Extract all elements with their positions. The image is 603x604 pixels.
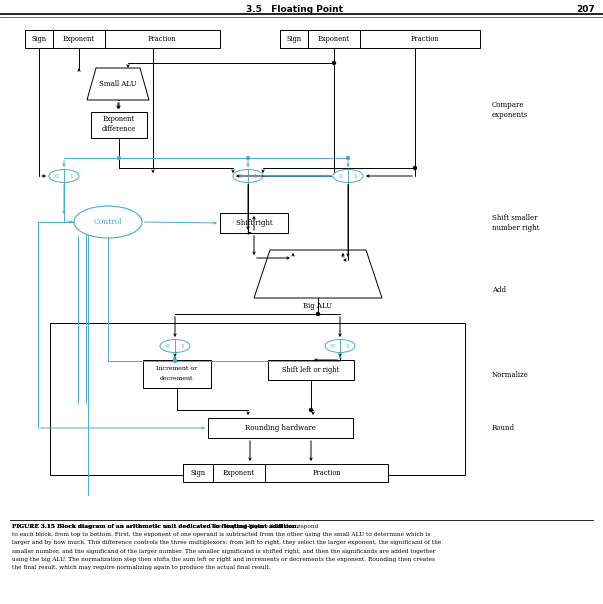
Text: 1: 1 bbox=[253, 173, 257, 179]
Text: Fraction: Fraction bbox=[148, 35, 176, 43]
Polygon shape bbox=[254, 250, 382, 298]
Text: Rounding hardware: Rounding hardware bbox=[245, 424, 316, 432]
Text: 0: 0 bbox=[239, 173, 242, 179]
FancyBboxPatch shape bbox=[91, 112, 147, 138]
Text: 207: 207 bbox=[576, 4, 595, 13]
Circle shape bbox=[118, 156, 121, 159]
Text: Sign: Sign bbox=[286, 35, 302, 43]
FancyBboxPatch shape bbox=[280, 30, 308, 48]
Ellipse shape bbox=[333, 170, 363, 182]
FancyBboxPatch shape bbox=[53, 30, 105, 48]
FancyBboxPatch shape bbox=[25, 30, 53, 48]
Text: Small ALU: Small ALU bbox=[99, 80, 137, 88]
Text: Compare
exponents: Compare exponents bbox=[492, 101, 528, 118]
Text: Exponent: Exponent bbox=[223, 469, 255, 477]
Text: Control: Control bbox=[93, 218, 122, 226]
FancyBboxPatch shape bbox=[308, 30, 360, 48]
FancyBboxPatch shape bbox=[280, 30, 480, 48]
FancyBboxPatch shape bbox=[208, 418, 353, 438]
Text: Exponent: Exponent bbox=[103, 115, 135, 123]
Text: Shift right: Shift right bbox=[236, 219, 273, 227]
Text: 1: 1 bbox=[69, 173, 74, 179]
Text: 1: 1 bbox=[353, 173, 358, 179]
Text: Exponent: Exponent bbox=[318, 35, 350, 43]
Circle shape bbox=[347, 156, 350, 159]
Text: Big ALU: Big ALU bbox=[303, 302, 333, 310]
Text: 0: 0 bbox=[338, 173, 343, 179]
Text: FIGURE 3.15 Block diagram of an arithmetic unit dedicated to floating-point addi: FIGURE 3.15 Block diagram of an arithmet… bbox=[12, 524, 298, 529]
Text: to each block, from top to bottom. First, the exponent of one operand is subtrac: to each block, from top to bottom. First… bbox=[12, 532, 431, 537]
Ellipse shape bbox=[49, 170, 79, 182]
FancyBboxPatch shape bbox=[220, 213, 288, 233]
Text: using the big ALU. The normalization step then shifts the sum left or right and : using the big ALU. The normalization ste… bbox=[12, 557, 435, 562]
FancyBboxPatch shape bbox=[25, 30, 220, 48]
Circle shape bbox=[174, 359, 177, 362]
Text: smaller number, and the significand of the larger number. The smaller significan: smaller number, and the significand of t… bbox=[12, 548, 435, 554]
Text: Normalize: Normalize bbox=[492, 371, 529, 379]
Ellipse shape bbox=[160, 339, 190, 353]
Text: 1: 1 bbox=[180, 344, 185, 349]
Text: 3.5   Floating Point: 3.5 Floating Point bbox=[247, 4, 344, 13]
Text: Shift left or right: Shift left or right bbox=[282, 366, 339, 374]
Text: Fraction: Fraction bbox=[313, 469, 341, 477]
Text: Increment or: Increment or bbox=[157, 367, 198, 371]
Circle shape bbox=[317, 312, 320, 315]
Text: Exponent: Exponent bbox=[63, 35, 95, 43]
Text: 0: 0 bbox=[165, 344, 169, 349]
Text: Sign: Sign bbox=[31, 35, 46, 43]
Circle shape bbox=[332, 62, 335, 65]
FancyBboxPatch shape bbox=[183, 464, 213, 482]
Text: Sign: Sign bbox=[191, 469, 206, 477]
FancyBboxPatch shape bbox=[213, 464, 265, 482]
Text: difference: difference bbox=[102, 125, 136, 133]
FancyBboxPatch shape bbox=[183, 464, 388, 482]
Text: Shift smaller
number right: Shift smaller number right bbox=[492, 214, 539, 231]
Ellipse shape bbox=[74, 206, 142, 238]
Ellipse shape bbox=[325, 339, 355, 353]
FancyBboxPatch shape bbox=[268, 360, 354, 380]
Text: 0: 0 bbox=[330, 344, 335, 349]
Circle shape bbox=[247, 156, 250, 159]
Text: Fraction: Fraction bbox=[411, 35, 440, 43]
Text: the final result, which may require normalizing again to produce the actual fina: the final result, which may require norm… bbox=[12, 565, 271, 570]
FancyBboxPatch shape bbox=[143, 360, 211, 388]
Text: 0: 0 bbox=[54, 173, 58, 179]
Text: Add: Add bbox=[492, 286, 506, 294]
Circle shape bbox=[414, 167, 417, 170]
Text: larger and by how much. This difference controls the three multiplexors; from le: larger and by how much. This difference … bbox=[12, 541, 441, 545]
Text: Round: Round bbox=[492, 424, 515, 432]
Polygon shape bbox=[87, 68, 149, 100]
Ellipse shape bbox=[233, 170, 263, 182]
Text: FIGURE 3.15 Block diagram of an arithmetic unit dedicated to floating-point addi: FIGURE 3.15 Block diagram of an arithmet… bbox=[12, 524, 298, 529]
Text: 1: 1 bbox=[346, 344, 350, 349]
Text: The steps of Figure 3.14 correspond: The steps of Figure 3.14 correspond bbox=[209, 524, 318, 529]
Text: decrement: decrement bbox=[160, 376, 194, 382]
Circle shape bbox=[309, 408, 312, 411]
